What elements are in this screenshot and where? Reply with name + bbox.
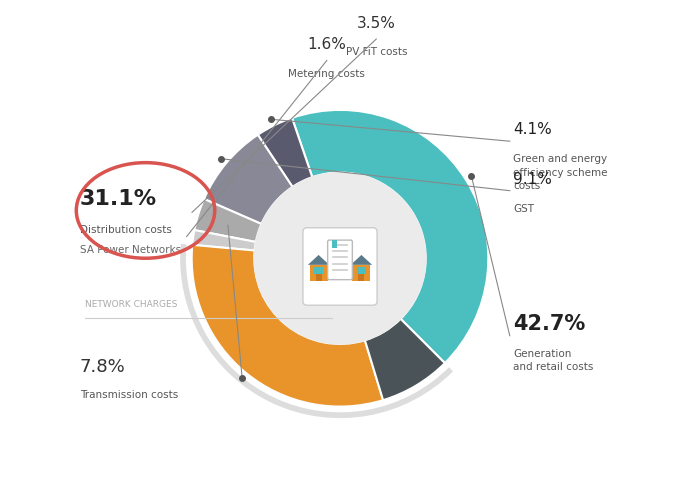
Wedge shape — [292, 110, 488, 363]
Wedge shape — [258, 118, 312, 187]
Text: 31.1%: 31.1% — [80, 189, 156, 209]
Wedge shape — [192, 230, 256, 250]
Text: 42.7%: 42.7% — [513, 314, 585, 334]
Wedge shape — [365, 319, 445, 400]
FancyBboxPatch shape — [328, 240, 352, 280]
Text: SA Power Networks: SA Power Networks — [80, 245, 181, 255]
Bar — [352, 265, 371, 281]
Text: Green and energy
efficiency scheme
costs: Green and energy efficiency scheme costs — [513, 154, 607, 191]
Bar — [316, 272, 322, 281]
Bar — [309, 265, 328, 281]
Text: PV FiT costs: PV FiT costs — [345, 48, 407, 58]
Wedge shape — [194, 199, 261, 242]
Text: Transmission costs: Transmission costs — [80, 390, 178, 400]
Text: 7.8%: 7.8% — [80, 358, 125, 376]
Text: GST: GST — [513, 204, 534, 214]
Bar — [314, 268, 323, 274]
Text: Generation
and retail costs: Generation and retail costs — [513, 349, 594, 372]
Text: 1.6%: 1.6% — [307, 37, 346, 52]
Text: NETWORK CHARGES: NETWORK CHARGES — [84, 300, 177, 309]
Wedge shape — [180, 244, 453, 418]
Text: 4.1%: 4.1% — [513, 122, 551, 137]
Text: 3.5%: 3.5% — [357, 16, 396, 31]
Polygon shape — [308, 255, 329, 265]
Text: 9.1%: 9.1% — [513, 172, 552, 186]
Text: Distribution costs: Distribution costs — [80, 226, 171, 235]
Circle shape — [254, 172, 426, 344]
Wedge shape — [192, 245, 383, 406]
FancyBboxPatch shape — [303, 228, 377, 305]
Bar — [332, 240, 337, 248]
Polygon shape — [351, 255, 372, 265]
Text: Metering costs: Metering costs — [288, 68, 365, 78]
Bar — [357, 268, 366, 274]
Wedge shape — [204, 135, 292, 224]
Bar — [358, 272, 364, 281]
